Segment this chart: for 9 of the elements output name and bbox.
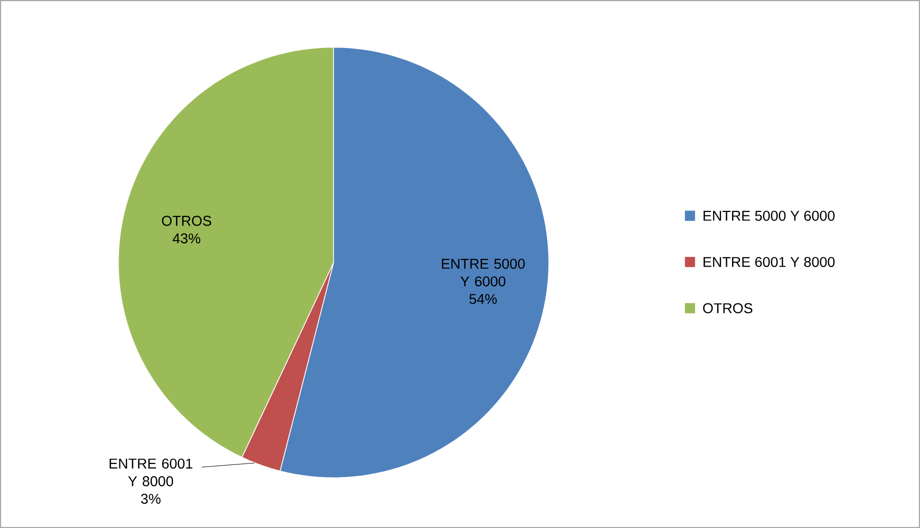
data-label: 54% [469,294,497,304]
data-label: 43% [172,233,200,244]
data-label: 3% [141,494,161,504]
legend-label: OTROS [703,303,752,314]
slice-label: OTROS [162,216,212,226]
legend-label: ENTRE 5000 Y 6000 [704,210,835,221]
slice-label: ENTRE 5000 Y 6000 [442,258,525,286]
slice-label: ENTRE 6001 Y 8000 [110,458,192,486]
legend-label: ENTRE 6001 Y 8000 [704,256,835,268]
